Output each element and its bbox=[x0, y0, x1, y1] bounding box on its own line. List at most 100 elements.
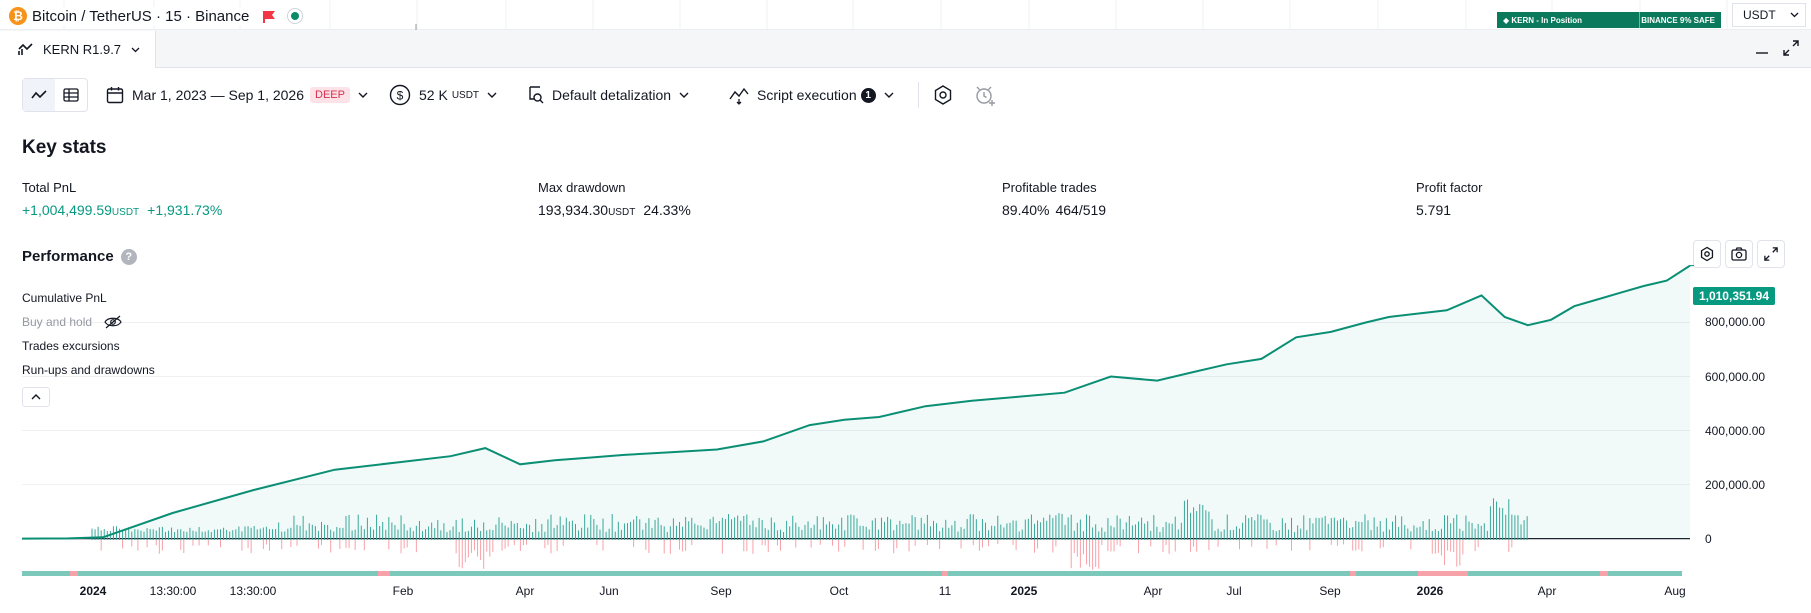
x-tick-label: 13:30:00 bbox=[229, 584, 277, 598]
script-execution-icon bbox=[729, 87, 749, 105]
x-tick-label: Sep bbox=[1319, 584, 1341, 598]
table-view-button[interactable] bbox=[55, 79, 87, 111]
safe-status: BINANCE 9% SAFE bbox=[1641, 15, 1715, 25]
legend-cumulative-pnl[interactable]: Cumulative PnL bbox=[22, 291, 107, 305]
detalization-value: Default detalization bbox=[552, 87, 672, 103]
script-count-badge: 1 bbox=[860, 87, 876, 103]
stat-label: Total PnL bbox=[22, 180, 77, 195]
drawdown-strip bbox=[1600, 571, 1608, 576]
detalization-icon bbox=[529, 86, 544, 104]
symbol-title[interactable]: ₿ Bitcoin / TetherUS · 15 · Binance bbox=[9, 7, 310, 25]
x-tick-label: Jun bbox=[599, 584, 619, 598]
toolbar-divider bbox=[918, 82, 919, 108]
stat-value: 89.40% 464/519 bbox=[1002, 202, 1106, 218]
tab-strategy[interactable]: KERN R1.9.7 bbox=[0, 31, 156, 68]
settings-icon[interactable] bbox=[932, 84, 954, 106]
chart-view-button[interactable] bbox=[23, 79, 55, 111]
x-tick-label: 2024 bbox=[79, 584, 107, 598]
excursion-bars bbox=[91, 498, 1528, 570]
collapse-legend-button[interactable] bbox=[22, 387, 50, 407]
total-pnl-percent: +1,931.73% bbox=[147, 202, 223, 218]
flag-icon[interactable] bbox=[262, 10, 276, 23]
chevron-down-icon bbox=[131, 47, 140, 52]
stat-label: Profitable trades bbox=[1002, 180, 1097, 195]
strategy-name: KERN R1.9.7 bbox=[43, 42, 122, 57]
deep-backtest-badge: DEEP bbox=[310, 87, 350, 103]
drawdown-strip bbox=[378, 571, 390, 576]
eye-off-icon[interactable] bbox=[104, 315, 122, 329]
initial-capital-select[interactable]: $ 52 K USDT bbox=[389, 82, 497, 108]
legend-buy-and-hold[interactable]: Buy and hold bbox=[22, 315, 122, 329]
chevron-down-icon bbox=[487, 92, 497, 98]
x-tick-label: 2026 bbox=[1416, 584, 1444, 598]
strategy-status-badge: ◆ KERN - In Position BINANCE 9% SAFE bbox=[1497, 12, 1721, 28]
script-execution-label: Script execution bbox=[757, 87, 857, 103]
currency-value: USDT bbox=[1743, 8, 1776, 22]
chevron-down-icon bbox=[884, 92, 894, 98]
calendar-icon bbox=[106, 87, 124, 104]
legend-buy-and-hold-label: Buy and hold bbox=[22, 315, 93, 329]
settings-icon bbox=[1700, 246, 1714, 262]
legend-runups-drawdowns[interactable]: Run-ups and drawdowns bbox=[22, 363, 155, 377]
symbol-name: Bitcoin / TetherUS · 15 · Binance bbox=[32, 7, 250, 25]
top-strip: ₿ Bitcoin / TetherUS · 15 · Binance ◆ KE… bbox=[0, 0, 1811, 30]
y-tick-label: 200,000.00 bbox=[1705, 477, 1766, 492]
stat-profitable-trades: Profitable trades 89.40% 464/519 bbox=[1002, 180, 1106, 218]
pnl-area bbox=[22, 265, 1690, 539]
x-tick-label: Apr bbox=[1537, 584, 1557, 598]
chart-actions bbox=[1693, 240, 1785, 268]
profitable-percent: 89.40% bbox=[1002, 202, 1050, 218]
chevron-down-icon bbox=[358, 92, 368, 98]
minimize-icon[interactable] bbox=[1755, 41, 1769, 55]
profit-factor-value: 5.791 bbox=[1416, 202, 1452, 218]
profitable-ratio: 464/519 bbox=[1055, 202, 1107, 218]
stat-profit-factor: Profit factor 5.791 bbox=[1416, 180, 1482, 218]
legend-trades-excursions[interactable]: Trades excursions bbox=[22, 339, 120, 353]
runup-strip bbox=[22, 571, 1682, 576]
table-view-icon bbox=[63, 88, 79, 102]
performance-title-text: Performance bbox=[22, 248, 114, 265]
fullscreen-button[interactable] bbox=[1757, 240, 1785, 268]
stat-label: Profit factor bbox=[1416, 180, 1483, 195]
x-tick-label: Apr bbox=[515, 584, 535, 598]
detalization-select[interactable]: Default detalization bbox=[526, 82, 689, 108]
chevron-up-icon bbox=[31, 394, 41, 400]
y-tick-label: 800,000.00 bbox=[1705, 315, 1766, 330]
report-toolbar: Mar 1, 2023 — Sep 1, 2026 DEEP $ 52 K US… bbox=[0, 76, 1811, 114]
total-pnl-unit: USDT bbox=[111, 207, 140, 218]
stat-value: +1,004,499.59USDT +1,931.73% bbox=[22, 202, 222, 218]
badge-divider bbox=[1639, 12, 1640, 28]
panel-window-controls bbox=[1755, 40, 1799, 56]
key-stats-title: Key stats bbox=[22, 137, 107, 158]
pnl-line bbox=[21, 264, 1691, 540]
last-value-label: 1,010,351.94 bbox=[1693, 287, 1775, 305]
add-alert-icon[interactable] bbox=[973, 83, 997, 107]
svg-text:$: $ bbox=[397, 89, 404, 103]
date-range-value: Mar 1, 2023 — Sep 1, 2026 bbox=[132, 87, 304, 103]
capital-unit: USDT bbox=[451, 89, 480, 101]
x-tick-label: Sep bbox=[710, 584, 732, 598]
x-tick-label: 13:30:00 bbox=[149, 584, 197, 598]
max-drawdown-percent: 24.33% bbox=[643, 202, 691, 218]
chevron-down-icon bbox=[1790, 12, 1799, 18]
script-execution-select[interactable]: Script execution 1 bbox=[729, 82, 894, 108]
date-range-select[interactable]: Mar 1, 2023 — Sep 1, 2026 DEEP bbox=[106, 82, 368, 108]
drawdown-strip bbox=[70, 571, 78, 576]
camera-icon bbox=[1731, 247, 1747, 261]
maximize-icon[interactable] bbox=[1783, 40, 1799, 56]
x-tick-label: Apr bbox=[1143, 584, 1163, 598]
chart-line-icon bbox=[18, 43, 33, 55]
x-tick-label: Feb bbox=[392, 584, 414, 598]
total-pnl-value: +1,004,499.59 bbox=[22, 202, 112, 218]
x-tick-label: 2025 bbox=[1010, 584, 1038, 598]
chart-view-icon bbox=[31, 90, 47, 99]
chart-settings-button[interactable] bbox=[1693, 240, 1721, 268]
bitcoin-icon: ₿ bbox=[9, 7, 27, 25]
x-tick-label: Oct bbox=[829, 584, 849, 598]
snapshot-button[interactable] bbox=[1725, 240, 1753, 268]
help-icon[interactable]: ? bbox=[120, 248, 137, 265]
currency-select[interactable]: USDT bbox=[1732, 3, 1806, 27]
y-tick-label: 400,000.00 bbox=[1705, 423, 1766, 438]
market-status-icon[interactable] bbox=[287, 8, 304, 24]
